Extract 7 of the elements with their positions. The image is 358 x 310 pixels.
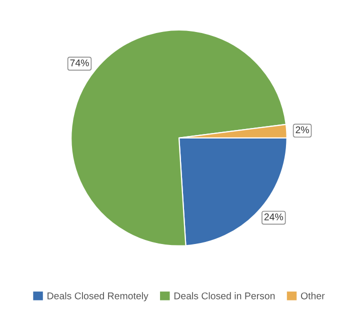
data-label: 2% — [296, 126, 309, 134]
data-label: 74% — [70, 59, 89, 66]
legend-label: Deals Closed Remotely — [48, 292, 148, 302]
data-label: 24% — [264, 213, 284, 220]
legend-label: Other — [300, 292, 325, 300]
pie-slice — [70, 30, 287, 246]
legend-label: Deals Closed in Person — [174, 292, 275, 300]
